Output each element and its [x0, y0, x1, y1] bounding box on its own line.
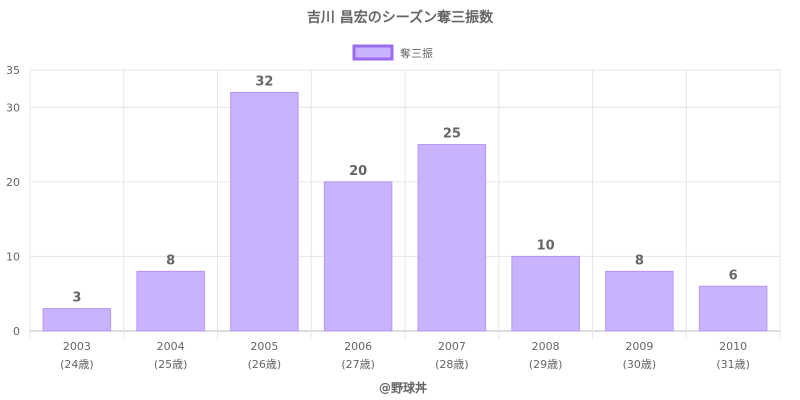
bar-2009[interactable] — [605, 270, 674, 332]
y-tick-label: 20 — [6, 176, 20, 189]
data-label-2008: 10 — [537, 238, 555, 253]
data-label-2005: 32 — [255, 74, 273, 89]
grid — [29, 69, 781, 339]
x-tick-label-2003: 2003 — [63, 340, 91, 353]
x-sublabel-2004: (25歳) — [154, 358, 188, 371]
data-label-2003: 3 — [72, 291, 81, 306]
x-tick-label-2007: 2007 — [438, 340, 466, 353]
x-tick-label-2010: 2010 — [719, 340, 747, 353]
x-sublabel-2009: (30歳) — [623, 358, 657, 371]
bar-2003[interactable] — [42, 308, 112, 332]
y-tick-label: 10 — [6, 250, 20, 263]
data-label-2006: 20 — [349, 164, 367, 179]
x-tick-label-2008: 2008 — [532, 340, 560, 353]
x-tick-label-2004: 2004 — [157, 340, 185, 353]
x-sublabel-2003: (24歳) — [60, 358, 94, 371]
bars: 3 8 32 20 25 10 8 6 — [42, 74, 768, 332]
y-tick-label: 0 — [13, 325, 20, 338]
x-axis: 2003 (24歳) 2004 (25歳) 2005 (26歳) 2006 (27歳) 2007… — [60, 340, 750, 371]
x-tick-label-2005: 2005 — [250, 340, 278, 353]
x-tick-label-2006: 2006 — [344, 340, 372, 353]
data-label-2007: 25 — [443, 127, 461, 142]
x-sublabel-2008: (29歳) — [529, 358, 563, 371]
bar-2010[interactable] — [698, 285, 768, 332]
bar-2008[interactable] — [511, 255, 580, 332]
legend-label: 奪三振 — [400, 46, 433, 60]
x-tick-label-2009: 2009 — [625, 340, 653, 353]
legend-swatch — [352, 44, 394, 61]
x-sublabel-2006: (27歳) — [341, 358, 375, 371]
y-axis: 0 10 20 30 35 — [6, 64, 20, 338]
x-sublabel-2010: (31歳) — [716, 358, 750, 371]
data-label-2010: 6 — [729, 268, 738, 283]
credit-label: @野球丼 — [379, 380, 427, 395]
data-label-2009: 8 — [635, 253, 644, 268]
data-label-2004: 8 — [166, 253, 175, 268]
chart-title: 吉川 昌宏のシーズン奪三振数 — [307, 9, 494, 26]
legend[interactable]: 奪三振 — [352, 44, 433, 61]
bar-2005[interactable] — [230, 91, 299, 332]
x-sublabel-2007: (28歳) — [435, 358, 469, 371]
bar-2004[interactable] — [136, 270, 205, 332]
bar-2006[interactable] — [323, 181, 393, 332]
y-tick-label: 35 — [6, 64, 20, 77]
y-tick-label: 30 — [6, 101, 20, 114]
bar-2007[interactable] — [417, 144, 487, 332]
x-sublabel-2005: (26歳) — [248, 358, 282, 371]
